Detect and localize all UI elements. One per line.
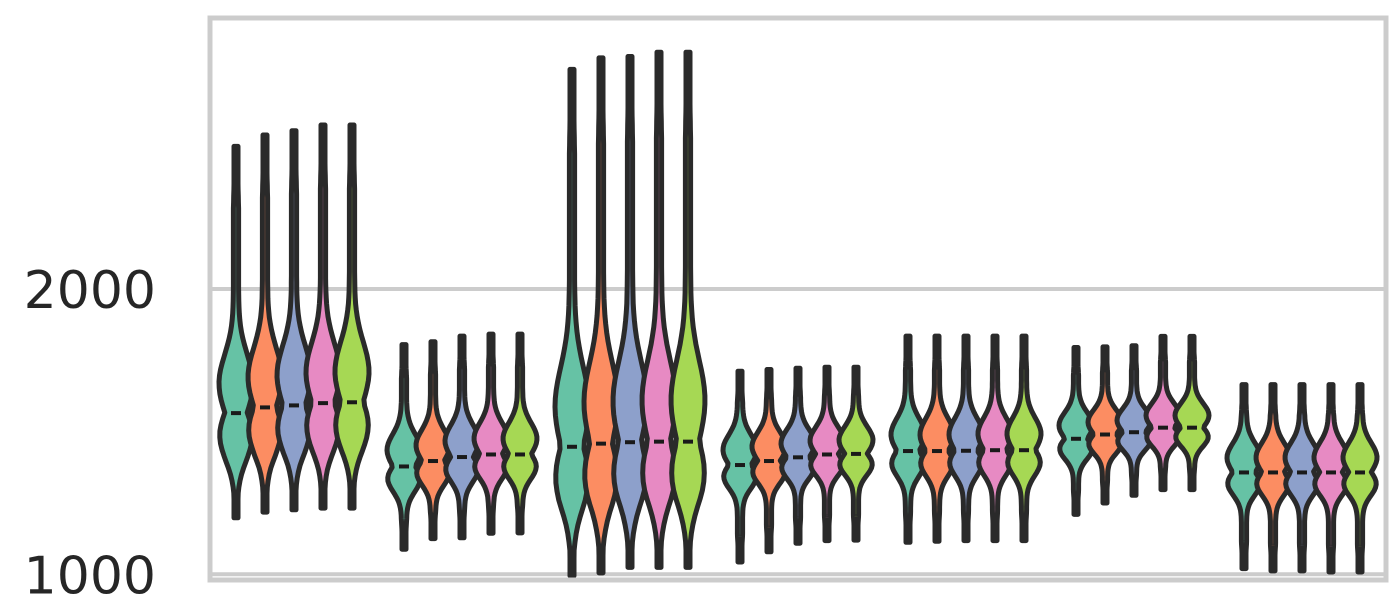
violin-group-6 xyxy=(1056,333,1212,517)
violin-group-1 xyxy=(216,122,372,521)
violin-g7-s3 xyxy=(1282,382,1322,574)
violin-group-2 xyxy=(384,331,540,552)
y-tick-label: 2000 xyxy=(24,261,156,321)
violin-g2-s2 xyxy=(413,339,453,542)
violin-g2-s3 xyxy=(442,333,482,541)
violin-g6-s1 xyxy=(1056,345,1096,517)
violin-g3-s2 xyxy=(581,55,621,576)
violin-g6-s2 xyxy=(1085,344,1125,506)
grid-lines xyxy=(210,287,1386,577)
violin-g5-s2 xyxy=(917,333,957,544)
violin-g1-s5 xyxy=(332,122,372,511)
violin-g6-s5 xyxy=(1172,333,1212,493)
violin-group-4 xyxy=(720,364,876,565)
violin-g6-s3 xyxy=(1114,343,1154,498)
y-tick-label: 1000 xyxy=(24,546,156,600)
violin-g7-s5 xyxy=(1340,382,1380,575)
violin-g5-s1 xyxy=(888,333,928,545)
violin-g1-s2 xyxy=(245,132,285,515)
violin-g1-s4 xyxy=(303,122,343,511)
violin-g3-s4 xyxy=(639,49,679,570)
violin-g7-s1 xyxy=(1224,382,1264,572)
violin-g2-s5 xyxy=(500,331,540,536)
violin-g7-s2 xyxy=(1253,382,1293,574)
violin-g1-s3 xyxy=(274,128,314,513)
violin-g6-s4 xyxy=(1143,333,1183,493)
violin-g3-s1 xyxy=(552,66,592,579)
plot-frame xyxy=(207,15,1389,583)
violin-group-5 xyxy=(888,333,1044,545)
violin-g5-s4 xyxy=(975,333,1015,544)
violin-g5-s5 xyxy=(1004,333,1044,544)
violin-group-3 xyxy=(552,49,708,579)
violin-group-7 xyxy=(1224,382,1380,575)
violin-g2-s4 xyxy=(471,331,511,536)
y-axis-tick-labels: 1000 2000 xyxy=(24,261,156,600)
violin-g2-s1 xyxy=(384,342,424,552)
violin-g3-s5 xyxy=(668,49,708,570)
violin-plot-area xyxy=(216,49,1380,579)
violin-g5-s3 xyxy=(946,333,986,544)
violin-g1-s1 xyxy=(216,143,256,521)
violin-g3-s3 xyxy=(610,54,650,570)
